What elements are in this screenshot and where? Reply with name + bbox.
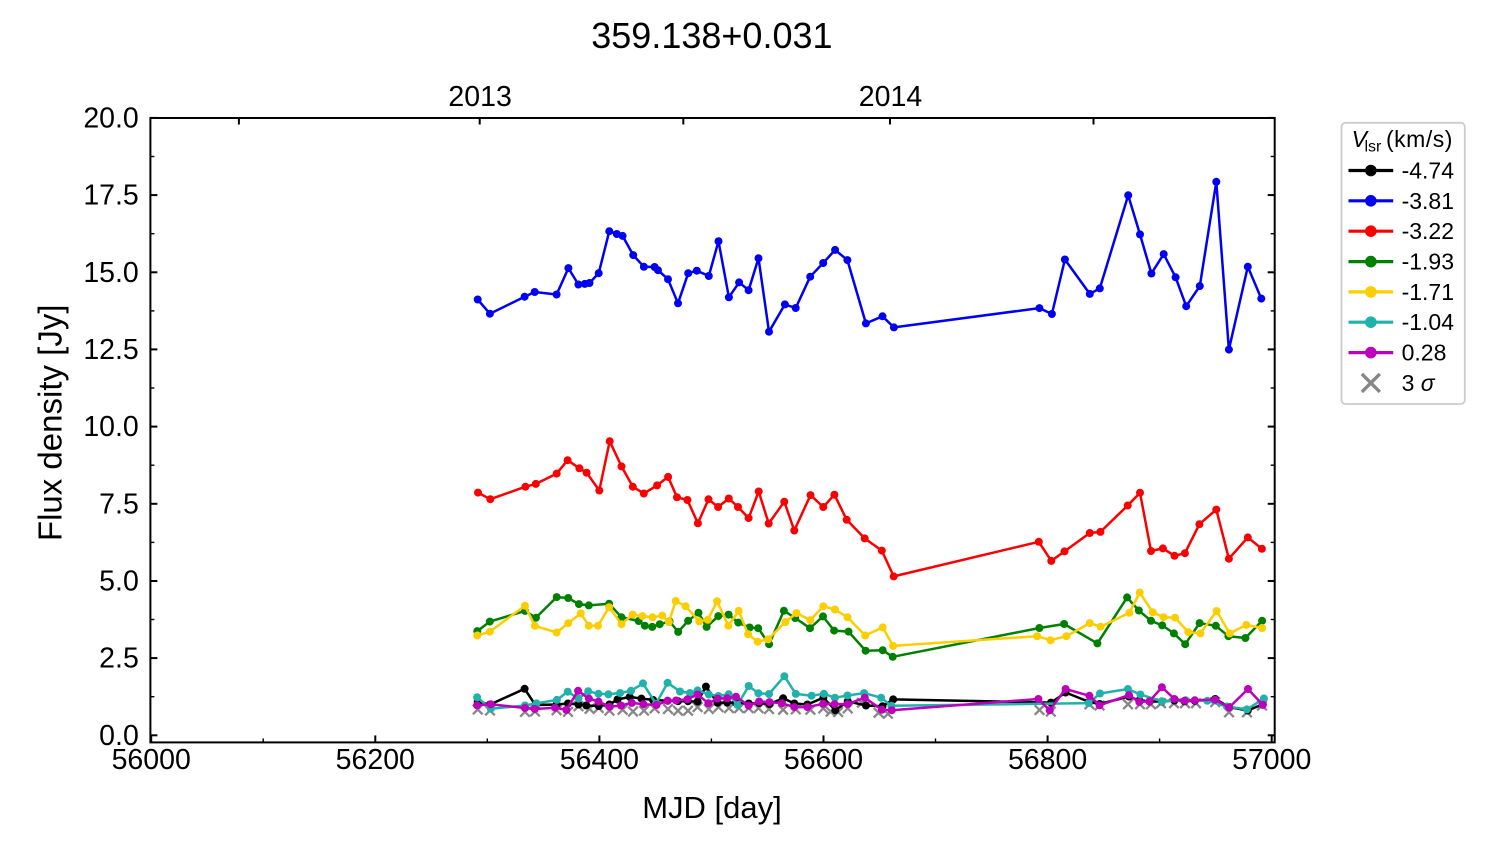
- svg-text:(km/s): (km/s): [1386, 126, 1453, 152]
- svg-text:V: V: [1352, 126, 1370, 152]
- svg-text:0.28: 0.28: [1402, 340, 1447, 366]
- svg-text:-1.71: -1.71: [1402, 279, 1454, 305]
- svg-text:56200: 56200: [336, 744, 415, 776]
- svg-text:2013: 2013: [448, 81, 511, 113]
- svg-text:-4.74: -4.74: [1402, 157, 1455, 183]
- svg-text:359.138+0.031: 359.138+0.031: [591, 15, 832, 56]
- svg-text:56000: 56000: [112, 744, 191, 776]
- svg-text:10.0: 10.0: [83, 411, 138, 443]
- svg-text:57000: 57000: [1232, 744, 1311, 776]
- svg-text:7.5: 7.5: [99, 488, 139, 520]
- svg-text:-3.22: -3.22: [1402, 218, 1454, 244]
- svg-text:56400: 56400: [560, 744, 639, 776]
- svg-text:17.5: 17.5: [83, 180, 138, 212]
- svg-text:-3.81: -3.81: [1402, 188, 1454, 214]
- svg-text:-1.04: -1.04: [1402, 309, 1455, 335]
- svg-text:MJD [day]: MJD [day]: [642, 790, 782, 825]
- svg-text:15.0: 15.0: [83, 257, 138, 289]
- svg-text:-1.93: -1.93: [1402, 248, 1454, 274]
- svg-text:5.0: 5.0: [99, 566, 139, 598]
- svg-text:lsr: lsr: [1365, 139, 1383, 156]
- svg-text:0.0: 0.0: [99, 720, 139, 752]
- svg-text:2.5: 2.5: [99, 643, 139, 675]
- svg-text:12.5: 12.5: [83, 334, 138, 366]
- svg-text:3 σ: 3 σ: [1402, 370, 1436, 396]
- svg-text:20.0: 20.0: [83, 103, 138, 135]
- svg-text:56800: 56800: [1008, 744, 1087, 776]
- svg-text:2014: 2014: [859, 81, 923, 113]
- svg-text:56600: 56600: [784, 744, 863, 776]
- svg-text:Flux density [Jy]: Flux density [Jy]: [32, 305, 69, 542]
